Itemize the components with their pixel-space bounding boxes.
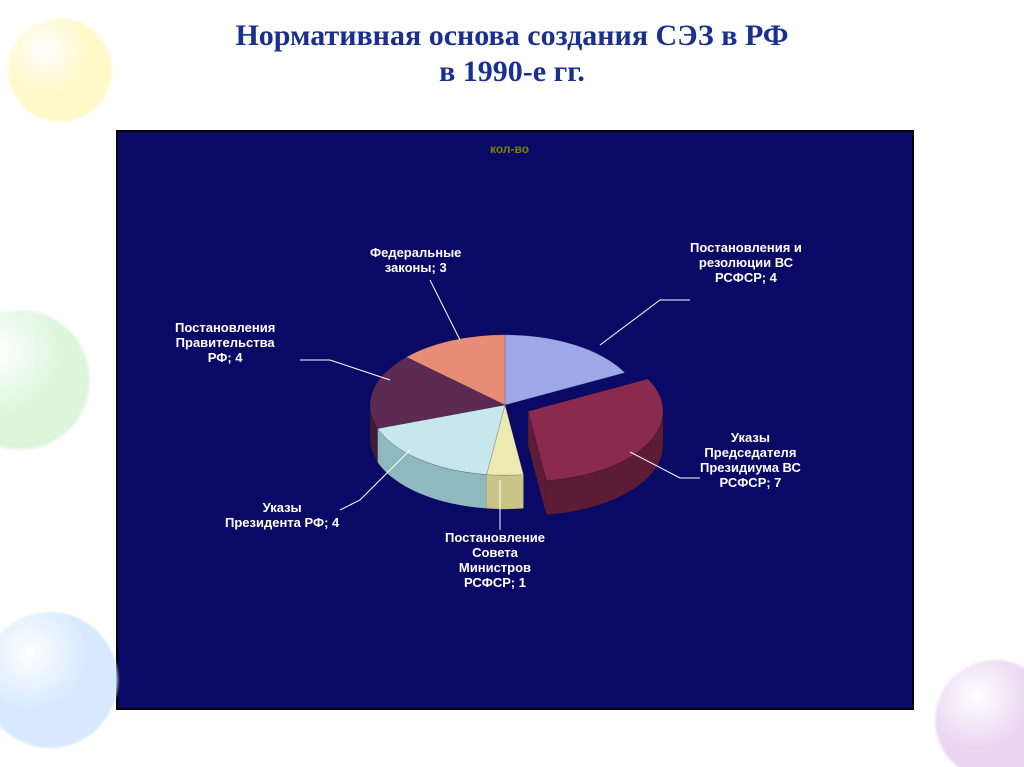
slide: Нормативная основа создания СЭЗ в РФ в 1…	[0, 0, 1024, 767]
slice-label: Постановления Правительства РФ; 4	[175, 320, 275, 365]
slice-label: Постановление Совета Министров РСФСР; 1	[445, 530, 545, 590]
slice-label: Указы Президента РФ; 4	[225, 500, 339, 530]
slice-label: Постановления и резолюции ВС РСФСР; 4	[690, 240, 802, 285]
slice-label: Федеральные законы; 3	[370, 245, 461, 275]
slice-label: Указы Председателя Президиума ВС РСФСР; …	[700, 430, 801, 490]
balloon-decoration	[8, 18, 112, 122]
pie-chart	[0, 0, 1024, 767]
